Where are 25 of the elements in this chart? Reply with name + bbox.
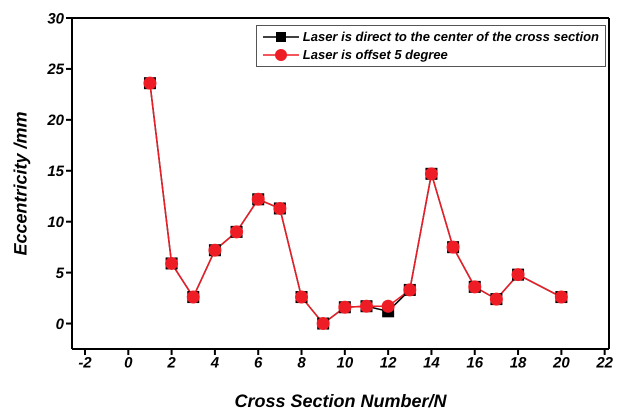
legend-label: Laser is offset 5 degree bbox=[302, 46, 448, 64]
y-axis-title: Eccentricity /mm bbox=[10, 111, 30, 256]
legend-label: Laser is direct to the center of the cross section bbox=[302, 28, 599, 46]
x-tick-label: 8 bbox=[297, 354, 306, 372]
x-tick-label: 0 bbox=[124, 354, 134, 372]
x-tick-label: 12 bbox=[380, 354, 398, 372]
y-tick-label: 15 bbox=[47, 163, 65, 180]
x-tick-label: 2 bbox=[166, 354, 176, 372]
x-tick-label: 16 bbox=[466, 354, 484, 372]
y-tick-label: 25 bbox=[46, 61, 65, 78]
x-tick-label: 14 bbox=[423, 354, 440, 372]
x-axis-title: Cross Section Number/N bbox=[234, 391, 448, 411]
x-tick-label: 20 bbox=[552, 354, 570, 372]
x-tick-label: -2 bbox=[78, 354, 92, 372]
y-tick-label: 30 bbox=[47, 10, 65, 28]
point bbox=[382, 300, 395, 313]
y-tick-label: 20 bbox=[46, 112, 65, 130]
y-tick-label: 5 bbox=[56, 264, 65, 282]
y-tick-label: 0 bbox=[56, 316, 65, 333]
x-tick-label: 10 bbox=[336, 354, 354, 372]
x-tick-label: 6 bbox=[254, 354, 264, 372]
x-tick-label: 4 bbox=[210, 354, 220, 372]
x-tick-label: 18 bbox=[510, 354, 528, 372]
x-tick-label: 22 bbox=[595, 354, 614, 372]
y-tick-label: 10 bbox=[47, 214, 65, 232]
